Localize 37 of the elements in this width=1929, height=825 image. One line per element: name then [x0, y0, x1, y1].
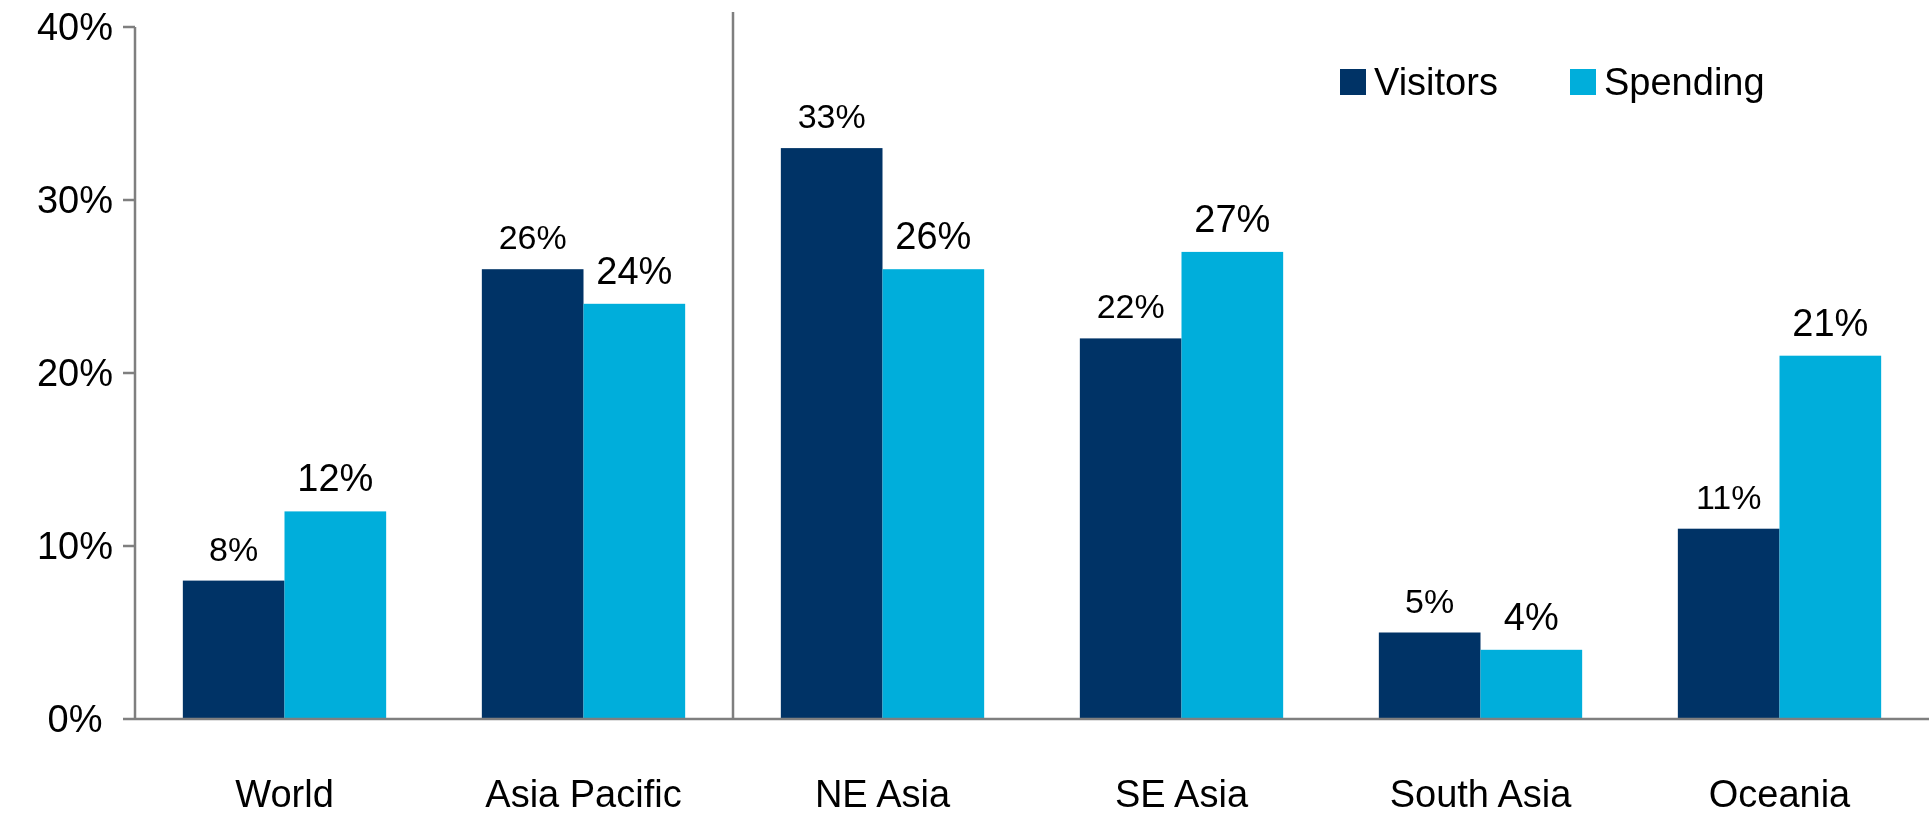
x-tick-label: NE Asia [814, 773, 951, 815]
data-label: 8% [209, 529, 259, 568]
bar [1181, 251, 1284, 719]
legend-label: Spending [1604, 61, 1765, 104]
x-tick-label: South Asia [1389, 773, 1573, 815]
bar [1677, 528, 1780, 719]
bar [583, 303, 686, 719]
bar [284, 511, 387, 719]
x-tick-label: Asia Pacific [485, 773, 682, 815]
data-label: 21% [1792, 301, 1869, 344]
bar [1378, 632, 1481, 719]
bar [1480, 649, 1583, 719]
data-label: 12% [297, 457, 374, 500]
x-tick-label: SE Asia [1114, 773, 1249, 815]
bar [882, 269, 985, 719]
y-tick-label: 20% [36, 352, 114, 395]
x-tick-label: Oceania [1708, 773, 1852, 815]
y-tick-label: 40% [36, 6, 114, 49]
bar [780, 148, 883, 719]
bar [1779, 355, 1882, 719]
data-label: 22% [1096, 287, 1165, 326]
data-label: 5% [1405, 581, 1455, 620]
data-label: 4% [1503, 595, 1559, 638]
bar [1079, 338, 1182, 719]
data-label: 33% [797, 97, 866, 136]
y-tick-label: 30% [36, 179, 114, 222]
data-label: 26% [895, 215, 972, 258]
data-label: 11% [1695, 477, 1762, 516]
legend-label: Visitors [1374, 61, 1498, 104]
bar [182, 580, 285, 719]
data-label: 24% [596, 249, 673, 292]
x-tick-label: World [235, 773, 334, 815]
bar [481, 269, 584, 719]
data-label: 27% [1194, 197, 1271, 240]
y-tick-label: 0% [47, 698, 103, 741]
y-tick-label: 10% [36, 525, 114, 568]
data-label: 26% [498, 218, 567, 257]
